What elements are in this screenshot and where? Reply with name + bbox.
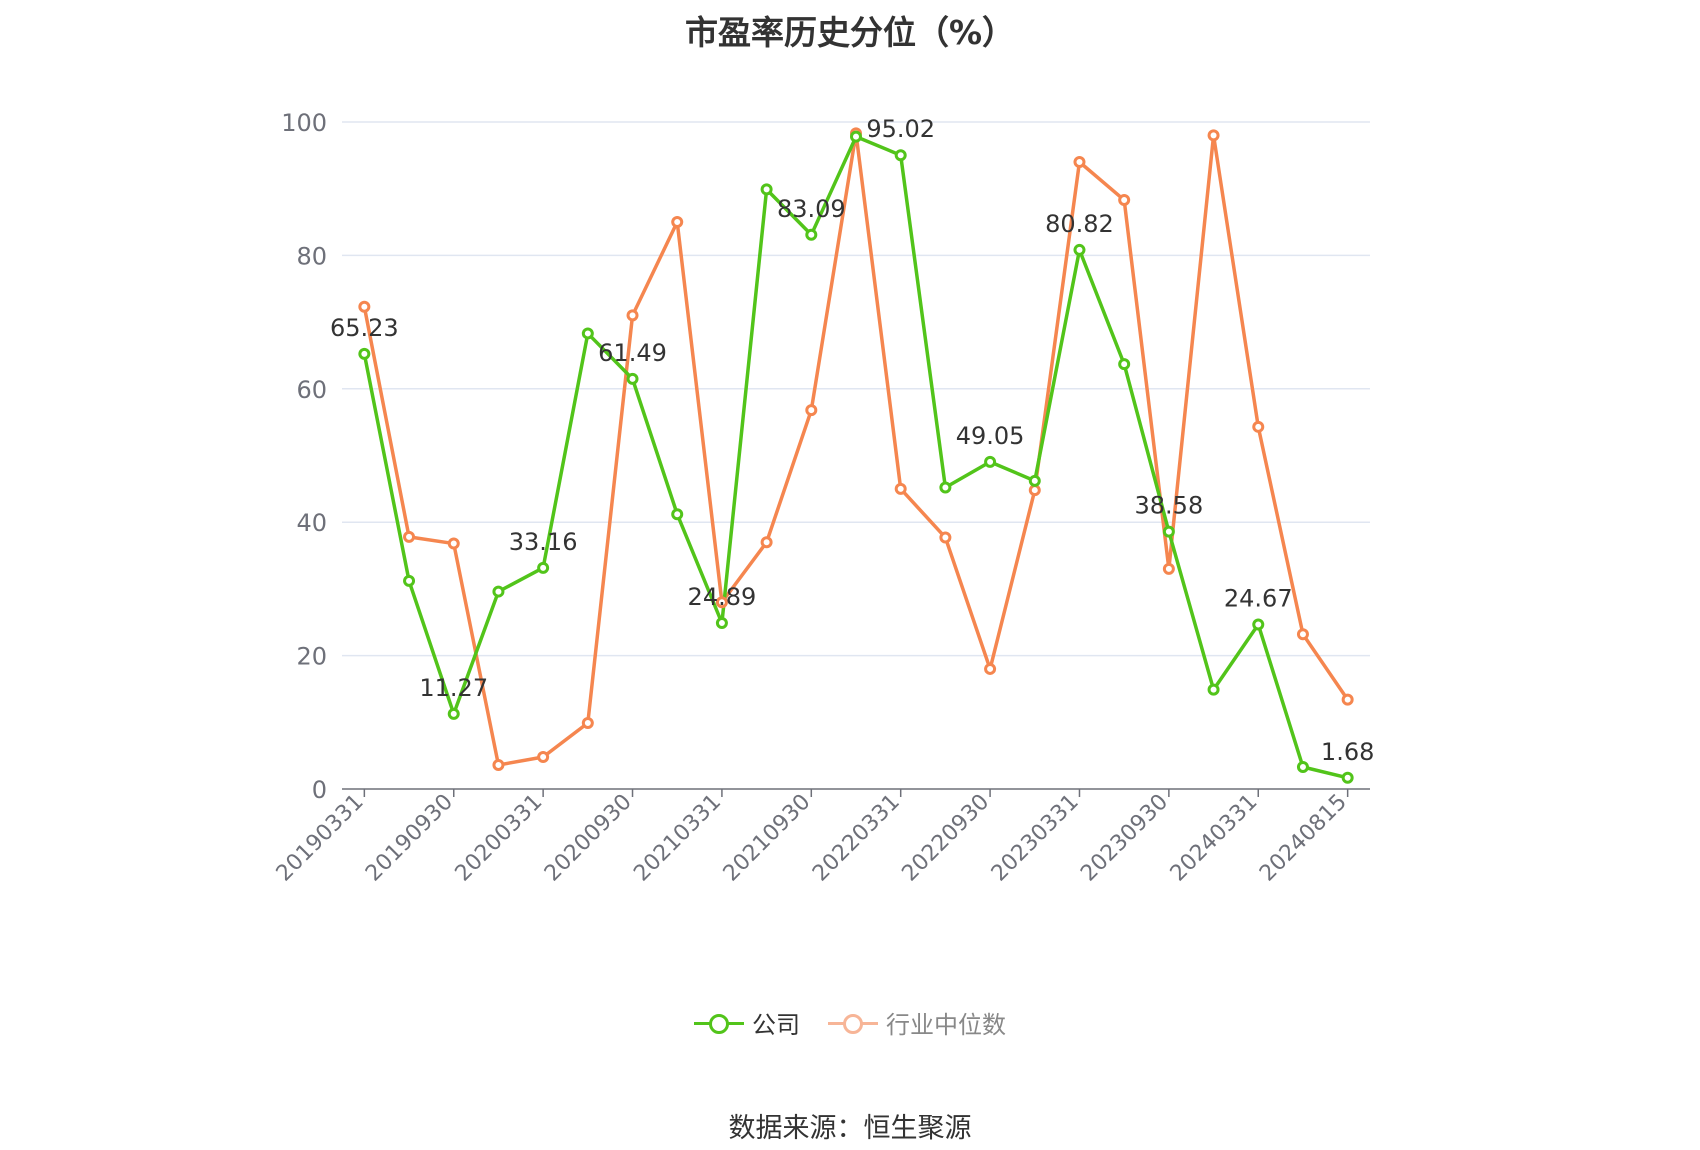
- data-point: [1207, 683, 1220, 696]
- y-tick-label: 100: [281, 109, 327, 137]
- data-point: [715, 616, 728, 629]
- data-point: [671, 508, 684, 521]
- data-label: 38.58: [1135, 492, 1204, 520]
- grid-lines: [342, 121, 1370, 657]
- data-point: [403, 574, 416, 587]
- data-point: [805, 228, 818, 241]
- data-point: [1341, 693, 1354, 706]
- data-point: [358, 300, 371, 313]
- data-point: [626, 309, 639, 322]
- data-point: [1028, 474, 1041, 487]
- data-point: [626, 372, 639, 385]
- x-tick-label: 20210331: [629, 790, 726, 887]
- data-point: [492, 585, 505, 598]
- x-tick-label: 20200930: [540, 790, 637, 887]
- x-tick-label: 20230930: [1076, 790, 1173, 887]
- y-tick-label: 0: [312, 776, 327, 804]
- data-point: [984, 455, 997, 468]
- data-label: 61.49: [598, 339, 667, 367]
- x-tick-label: 20210930: [719, 790, 816, 887]
- data-label: 11.27: [419, 674, 488, 702]
- data-point: [492, 758, 505, 771]
- data-point: [1252, 420, 1265, 433]
- data-point: [805, 404, 818, 417]
- data-point: [1162, 525, 1175, 538]
- legend-label-company: 公司: [752, 1011, 800, 1039]
- data-point: [894, 482, 907, 495]
- legend-marker-industry: [828, 1013, 878, 1034]
- data-point: [715, 596, 728, 609]
- legend: 公司 行业中位数: [0, 1005, 1700, 1040]
- data-label: 33.16: [509, 528, 578, 556]
- data-point: [447, 707, 460, 720]
- x-tick-label: 20230331: [987, 790, 1084, 887]
- data-point: [447, 537, 460, 550]
- x-tick-label: 20240815: [1255, 790, 1352, 887]
- data-point: [1118, 194, 1131, 207]
- data-label: 65.23: [330, 314, 399, 342]
- data-point: [537, 750, 550, 763]
- x-tick-label: 20190930: [361, 790, 458, 887]
- data-point: [850, 130, 862, 143]
- data-point: [1073, 156, 1086, 169]
- legend-item-company[interactable]: 公司: [694, 1005, 800, 1040]
- data-point: [939, 531, 952, 544]
- data-point: [760, 536, 773, 549]
- data-point: [1252, 618, 1265, 631]
- data-label: 95.02: [866, 115, 935, 143]
- data-point: [358, 347, 371, 360]
- data-label: 49.05: [956, 422, 1025, 450]
- data-point: [403, 530, 416, 543]
- legend-marker-company: [694, 1013, 744, 1034]
- data-point: [581, 716, 594, 729]
- x-tick-label: 20200331: [451, 790, 548, 887]
- x-axis: 2019033120190930202003312020093020210331…: [272, 788, 1370, 887]
- y-tick-label: 60: [296, 376, 327, 404]
- data-point: [581, 327, 594, 340]
- data-label: 83.09: [777, 195, 846, 223]
- data-point: [537, 561, 550, 574]
- data-point: [1073, 243, 1086, 256]
- series-lines: [362, 131, 1350, 780]
- data-point: [1162, 562, 1175, 575]
- data-point: [984, 662, 997, 675]
- x-tick-label: 20220331: [808, 790, 905, 887]
- series-points: [358, 127, 1354, 784]
- data-point: [894, 149, 907, 162]
- legend-label-industry: 行业中位数: [886, 1011, 1006, 1039]
- data-labels: 65.23 11.27 33.16 61.49 24.89 83.09 95.02 49.05…: [330, 115, 1374, 766]
- data-point: [1341, 771, 1354, 784]
- data-point: [671, 216, 684, 229]
- series-line-1: [362, 131, 1350, 767]
- y-tick-label: 80: [296, 242, 327, 270]
- data-label: 24.89: [688, 583, 757, 611]
- y-tick-label: 20: [296, 643, 327, 671]
- legend-item-industry[interactable]: 行业中位数: [828, 1005, 1006, 1040]
- x-tick-label: 20220930: [897, 790, 994, 887]
- data-point: [760, 183, 773, 196]
- data-point: [939, 481, 952, 494]
- data-point: [1296, 628, 1309, 641]
- data-label: 80.82: [1045, 210, 1114, 238]
- y-tick-label: 40: [296, 509, 327, 537]
- y-axis: 0 20 40 60 80 100: [281, 109, 327, 804]
- data-point: [1207, 129, 1220, 142]
- data-source: 数据来源：恒生聚源: [728, 1113, 972, 1144]
- data-point: [1296, 760, 1309, 773]
- chart-title: 市盈率历史分位（%）: [684, 13, 1016, 52]
- data-point: [1118, 358, 1131, 371]
- x-tick-label: 20240331: [1166, 790, 1263, 887]
- data-label: 1.68: [1321, 738, 1374, 766]
- x-tick-label: 20190331: [272, 790, 369, 887]
- series-line-0: [362, 134, 1349, 780]
- data-point: [1028, 484, 1041, 497]
- data-label: 24.67: [1224, 584, 1293, 612]
